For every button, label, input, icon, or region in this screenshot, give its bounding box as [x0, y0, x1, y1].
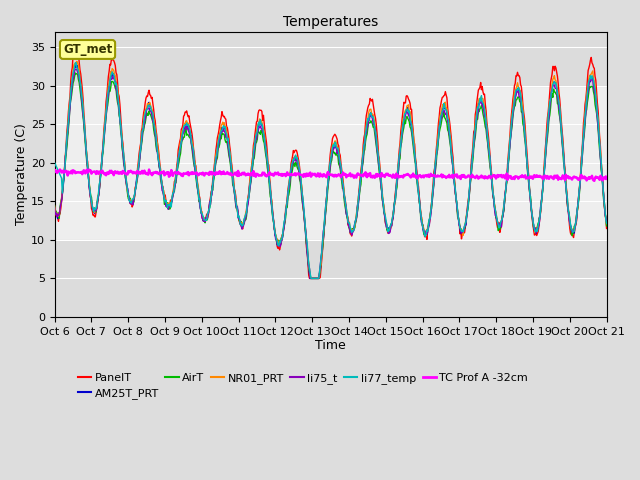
Line: NR01_PRT: NR01_PRT: [54, 61, 607, 278]
TC Prof A -32cm: [591, 178, 598, 184]
li75_t: [51, 205, 58, 211]
AM25T_PRT: [603, 219, 611, 225]
AirT: [118, 146, 126, 152]
AM25T_PRT: [72, 61, 79, 67]
TC Prof A -32cm: [603, 176, 611, 181]
AM25T_PRT: [118, 142, 126, 148]
X-axis label: Time: Time: [316, 339, 346, 352]
Line: AirT: AirT: [54, 73, 607, 278]
TC Prof A -32cm: [51, 168, 58, 174]
li77_temp: [399, 120, 407, 126]
li75_t: [415, 198, 423, 204]
li77_temp: [72, 60, 80, 65]
NR01_PRT: [307, 276, 315, 281]
NR01_PRT: [415, 197, 423, 203]
TC Prof A -32cm: [61, 168, 69, 174]
li77_temp: [307, 276, 315, 281]
TC Prof A -32cm: [56, 167, 64, 172]
Line: li77_temp: li77_temp: [54, 62, 607, 278]
AirT: [204, 216, 211, 222]
NR01_PRT: [603, 221, 611, 227]
PanelT: [51, 203, 58, 209]
Bar: [54, 240, 607, 317]
PanelT: [306, 276, 314, 281]
li77_temp: [61, 167, 68, 173]
li77_temp: [603, 220, 611, 226]
NR01_PRT: [174, 156, 182, 161]
AirT: [61, 167, 68, 173]
Bar: [54, 32, 607, 85]
PanelT: [61, 164, 68, 169]
PanelT: [72, 43, 80, 48]
TC Prof A -32cm: [415, 173, 422, 179]
Line: li75_t: li75_t: [54, 69, 607, 278]
AM25T_PRT: [307, 276, 314, 281]
AM25T_PRT: [174, 159, 182, 165]
Y-axis label: Temperature (C): Temperature (C): [15, 123, 28, 225]
Text: GT_met: GT_met: [63, 43, 112, 56]
AM25T_PRT: [61, 168, 68, 174]
Line: PanelT: PanelT: [54, 46, 607, 278]
NR01_PRT: [399, 116, 407, 121]
AirT: [415, 200, 423, 205]
li77_temp: [118, 140, 126, 145]
NR01_PRT: [118, 137, 126, 143]
TC Prof A -32cm: [174, 169, 182, 175]
li77_temp: [174, 154, 182, 160]
PanelT: [399, 108, 407, 114]
TC Prof A -32cm: [399, 174, 406, 180]
AirT: [399, 128, 407, 134]
NR01_PRT: [73, 59, 81, 64]
Title: Temperatures: Temperatures: [283, 15, 378, 29]
li75_t: [399, 120, 407, 126]
PanelT: [204, 211, 211, 216]
li75_t: [72, 66, 79, 72]
AirT: [174, 163, 182, 168]
li75_t: [307, 276, 314, 281]
Line: AM25T_PRT: AM25T_PRT: [54, 64, 607, 278]
PanelT: [174, 147, 182, 153]
li77_temp: [51, 160, 58, 166]
NR01_PRT: [204, 215, 211, 221]
AirT: [307, 276, 315, 281]
Line: TC Prof A -32cm: TC Prof A -32cm: [54, 169, 607, 181]
li75_t: [118, 142, 126, 148]
li75_t: [603, 219, 611, 225]
AM25T_PRT: [399, 119, 407, 124]
PanelT: [415, 193, 423, 199]
li77_temp: [415, 195, 423, 201]
li75_t: [174, 156, 182, 162]
AM25T_PRT: [415, 196, 423, 202]
AM25T_PRT: [51, 204, 58, 210]
li75_t: [204, 216, 211, 221]
NR01_PRT: [61, 166, 68, 172]
li77_temp: [204, 211, 211, 217]
AirT: [603, 223, 611, 229]
NR01_PRT: [51, 204, 58, 210]
PanelT: [118, 135, 126, 141]
TC Prof A -32cm: [118, 171, 126, 177]
Legend: PanelT, AM25T_PRT, AirT, NR01_PRT, li75_t, li77_temp, TC Prof A -32cm: PanelT, AM25T_PRT, AirT, NR01_PRT, li75_…: [74, 368, 532, 404]
AM25T_PRT: [204, 214, 211, 220]
AirT: [51, 203, 58, 209]
li75_t: [61, 165, 68, 170]
TC Prof A -32cm: [204, 170, 211, 176]
PanelT: [603, 226, 611, 231]
AirT: [72, 70, 79, 76]
